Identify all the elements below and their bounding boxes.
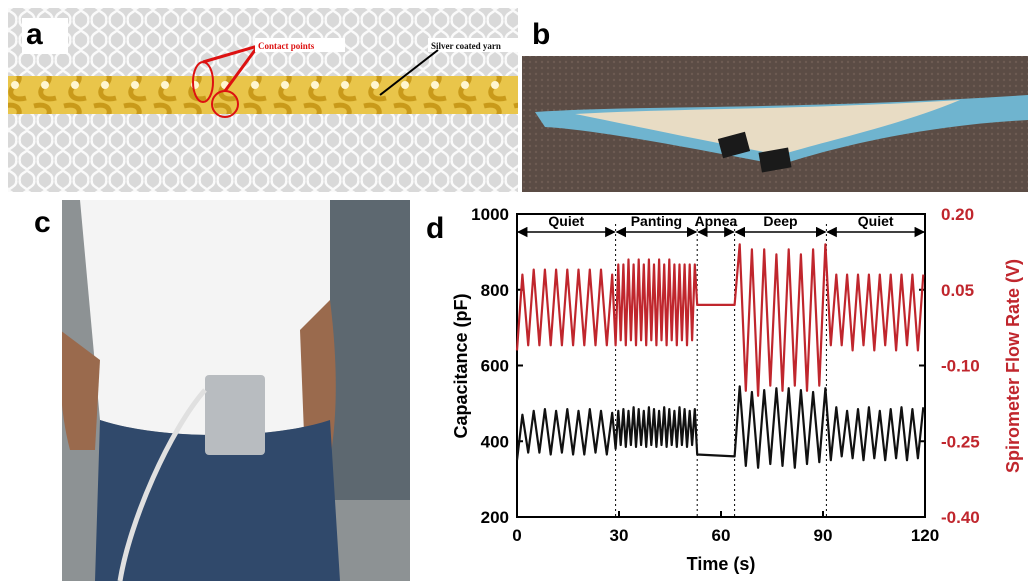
y2-axis-title: Spirometer Flow Rate (V) bbox=[1003, 259, 1023, 473]
x-tick-label: 0 bbox=[512, 526, 521, 545]
y-tick-label: 800 bbox=[481, 281, 509, 300]
phase-label: Apnea bbox=[695, 213, 738, 229]
phase-label: Panting bbox=[631, 213, 682, 229]
phase-label: Deep bbox=[763, 213, 797, 229]
y-tick-label: 400 bbox=[481, 432, 509, 451]
panel-a-image bbox=[8, 8, 522, 192]
y-tick-label: 200 bbox=[481, 508, 509, 527]
y2-tick-label: 0.05 bbox=[941, 281, 974, 300]
panel-b-image bbox=[522, 56, 1028, 192]
panel-label: b bbox=[532, 18, 550, 51]
annotation: Contact points bbox=[258, 41, 315, 51]
y2-tick-label: -0.40 bbox=[941, 508, 980, 527]
x-axis-title: Time (s) bbox=[687, 554, 756, 574]
series-line bbox=[515, 243, 925, 397]
annotation: Silver coated yarn bbox=[431, 41, 501, 51]
phase-label: Quiet bbox=[548, 213, 584, 229]
y2-tick-label: -0.10 bbox=[941, 357, 980, 376]
series-line bbox=[515, 385, 925, 469]
y-tick-label: 600 bbox=[481, 357, 509, 376]
x-tick-label: 90 bbox=[814, 526, 833, 545]
panel-label: c bbox=[34, 206, 51, 239]
x-tick-label: 120 bbox=[911, 526, 939, 545]
y2-tick-label: -0.25 bbox=[941, 432, 980, 451]
panel-label: d bbox=[426, 212, 444, 245]
plot-frame bbox=[516, 213, 926, 518]
x-tick-label: 30 bbox=[610, 526, 629, 545]
y2-tick-label: 0.20 bbox=[941, 205, 974, 224]
phase-label: Quiet bbox=[858, 213, 894, 229]
y-tick-label: 1000 bbox=[471, 205, 509, 224]
x-tick-label: 60 bbox=[712, 526, 731, 545]
y-axis-title: Capacitance (pF) bbox=[451, 293, 471, 438]
panel-label: a bbox=[26, 18, 43, 51]
panel-c-image bbox=[59, 200, 410, 581]
